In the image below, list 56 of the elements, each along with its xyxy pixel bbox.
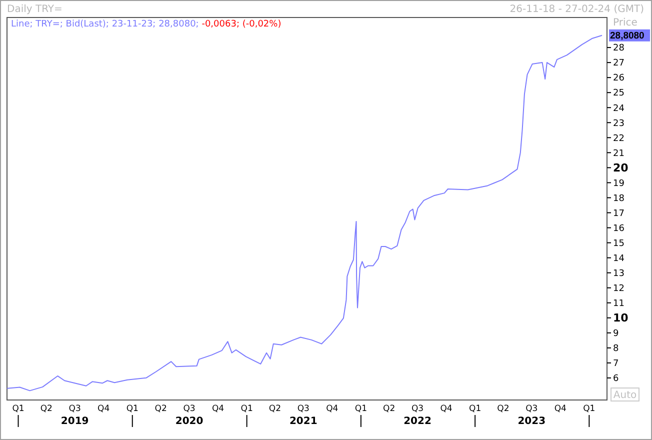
y-tick-label: 21 (613, 148, 624, 159)
y-tick-label: 14 (613, 254, 625, 264)
y-tick-label: 22 (613, 134, 624, 144)
text: 2023 (518, 416, 546, 427)
y-tick-label: 20 (613, 162, 629, 175)
x-tick-label: Q1 (354, 404, 367, 414)
x-tick-label: Q1 (126, 404, 138, 414)
y-tick-label: 15 (613, 238, 624, 249)
text: 2019 (60, 416, 89, 427)
x-tick-label: Q2 (154, 404, 167, 414)
chart-title: Daily TRY= (7, 4, 62, 15)
x-tick-label: Q4 (554, 404, 566, 414)
chart-subtitle: 26-11-18 - 27-02-24 (GMT) (510, 4, 644, 15)
y-tick-label: 10 (613, 312, 629, 325)
y-axis-title: Price (613, 18, 638, 28)
y-tick-label: 7 (613, 359, 619, 370)
y-tick-label: 6 (613, 374, 619, 384)
y-tick-label: 23 (613, 118, 624, 129)
x-tick-label: Q1 (240, 404, 253, 414)
y-tick-label: 25 (613, 88, 624, 99)
y-tick-label: 17 (613, 208, 624, 219)
x-tick-label: Q3 (526, 404, 538, 414)
y-tick-label: 18 (613, 194, 625, 204)
y-tick-label: 16 (613, 224, 625, 234)
x-tick-label: Q1 (583, 404, 596, 414)
y-tick-label: 28 (613, 44, 625, 54)
x-tick-label: Q3 (68, 404, 81, 414)
y-tick-label: 26 (613, 74, 625, 84)
x-tick-label: Q4 (326, 404, 338, 414)
y-tick-label: 19 (613, 178, 625, 189)
text: 28,8080 (610, 30, 644, 42)
x-tick-label: Q2 (497, 404, 510, 414)
x-tick-label: Q4 (98, 404, 110, 414)
annotation: Line; TRY=; Bid(Last); 23-11-23; 28,8080; -0,0063; (-0,02%) (11, 20, 282, 30)
text: 2021 (289, 416, 318, 427)
y-tick-label: 27 (613, 58, 624, 69)
x-tick-label: Q2 (383, 404, 396, 414)
x-tick-label: Q1 (469, 404, 482, 414)
y-tick-label: 24 (613, 104, 625, 114)
x-tick-label: Q2 (40, 404, 52, 414)
x-tick-label: Q3 (297, 404, 310, 414)
x-tick-label: Q3 (411, 404, 424, 414)
x-tick-label: Q3 (183, 404, 196, 414)
x-tick-label: Q2 (268, 404, 282, 414)
text: 2022 (404, 416, 432, 427)
text: Auto (613, 390, 637, 401)
y-tick-label: 11 (613, 298, 624, 309)
y-tick-label: 12 (613, 284, 624, 294)
x-tick-label: Q1 (12, 404, 24, 414)
x-tick-label: Q4 (212, 404, 224, 414)
text: 2020 (175, 416, 204, 427)
x-tick-label: Q4 (440, 404, 452, 414)
y-tick-label: 13 (613, 268, 624, 279)
y-tick-label: 8 (613, 344, 619, 354)
y-tick-label: 9 (613, 329, 619, 340)
line-series (7, 34, 602, 392)
